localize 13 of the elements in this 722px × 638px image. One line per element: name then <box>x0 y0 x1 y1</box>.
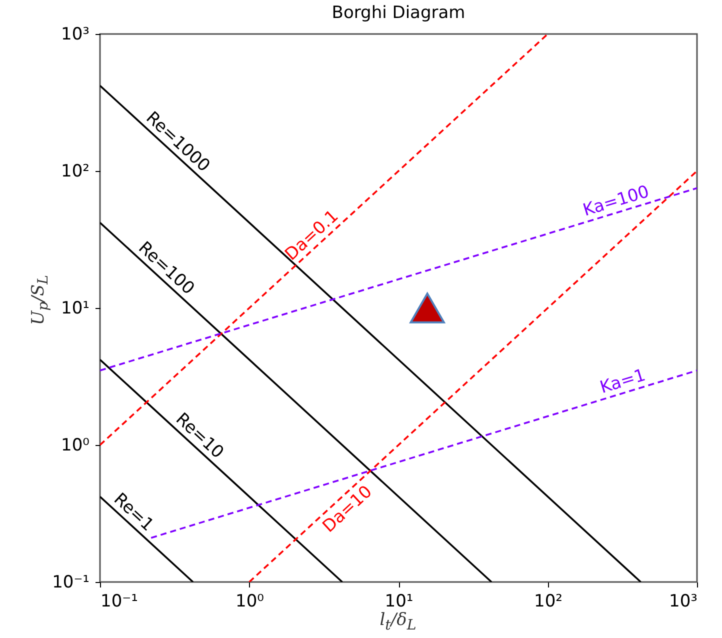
y-tick-label: 10¹ <box>61 298 90 318</box>
text: Ka=1 <box>598 365 648 398</box>
x-axis-title: l$_{t}$/δ$_{L}$ <box>380 610 416 634</box>
y-tick-label: 10³ <box>61 24 90 44</box>
x-tick-label: 10⁰ <box>236 592 264 612</box>
y-tick-label: 10⁰ <box>61 436 90 456</box>
y-tick-label: 10² <box>61 162 90 182</box>
x-tick-label: 10² <box>534 592 562 612</box>
x-tick-label: 10³ <box>669 592 698 612</box>
chart-title: Borghi Diagram <box>332 3 466 23</box>
x-tick-label: 10¹ <box>384 592 414 612</box>
x-tick-label: 10⁻¹ <box>100 592 138 612</box>
y-tick-label: 10⁻¹ <box>52 572 90 592</box>
